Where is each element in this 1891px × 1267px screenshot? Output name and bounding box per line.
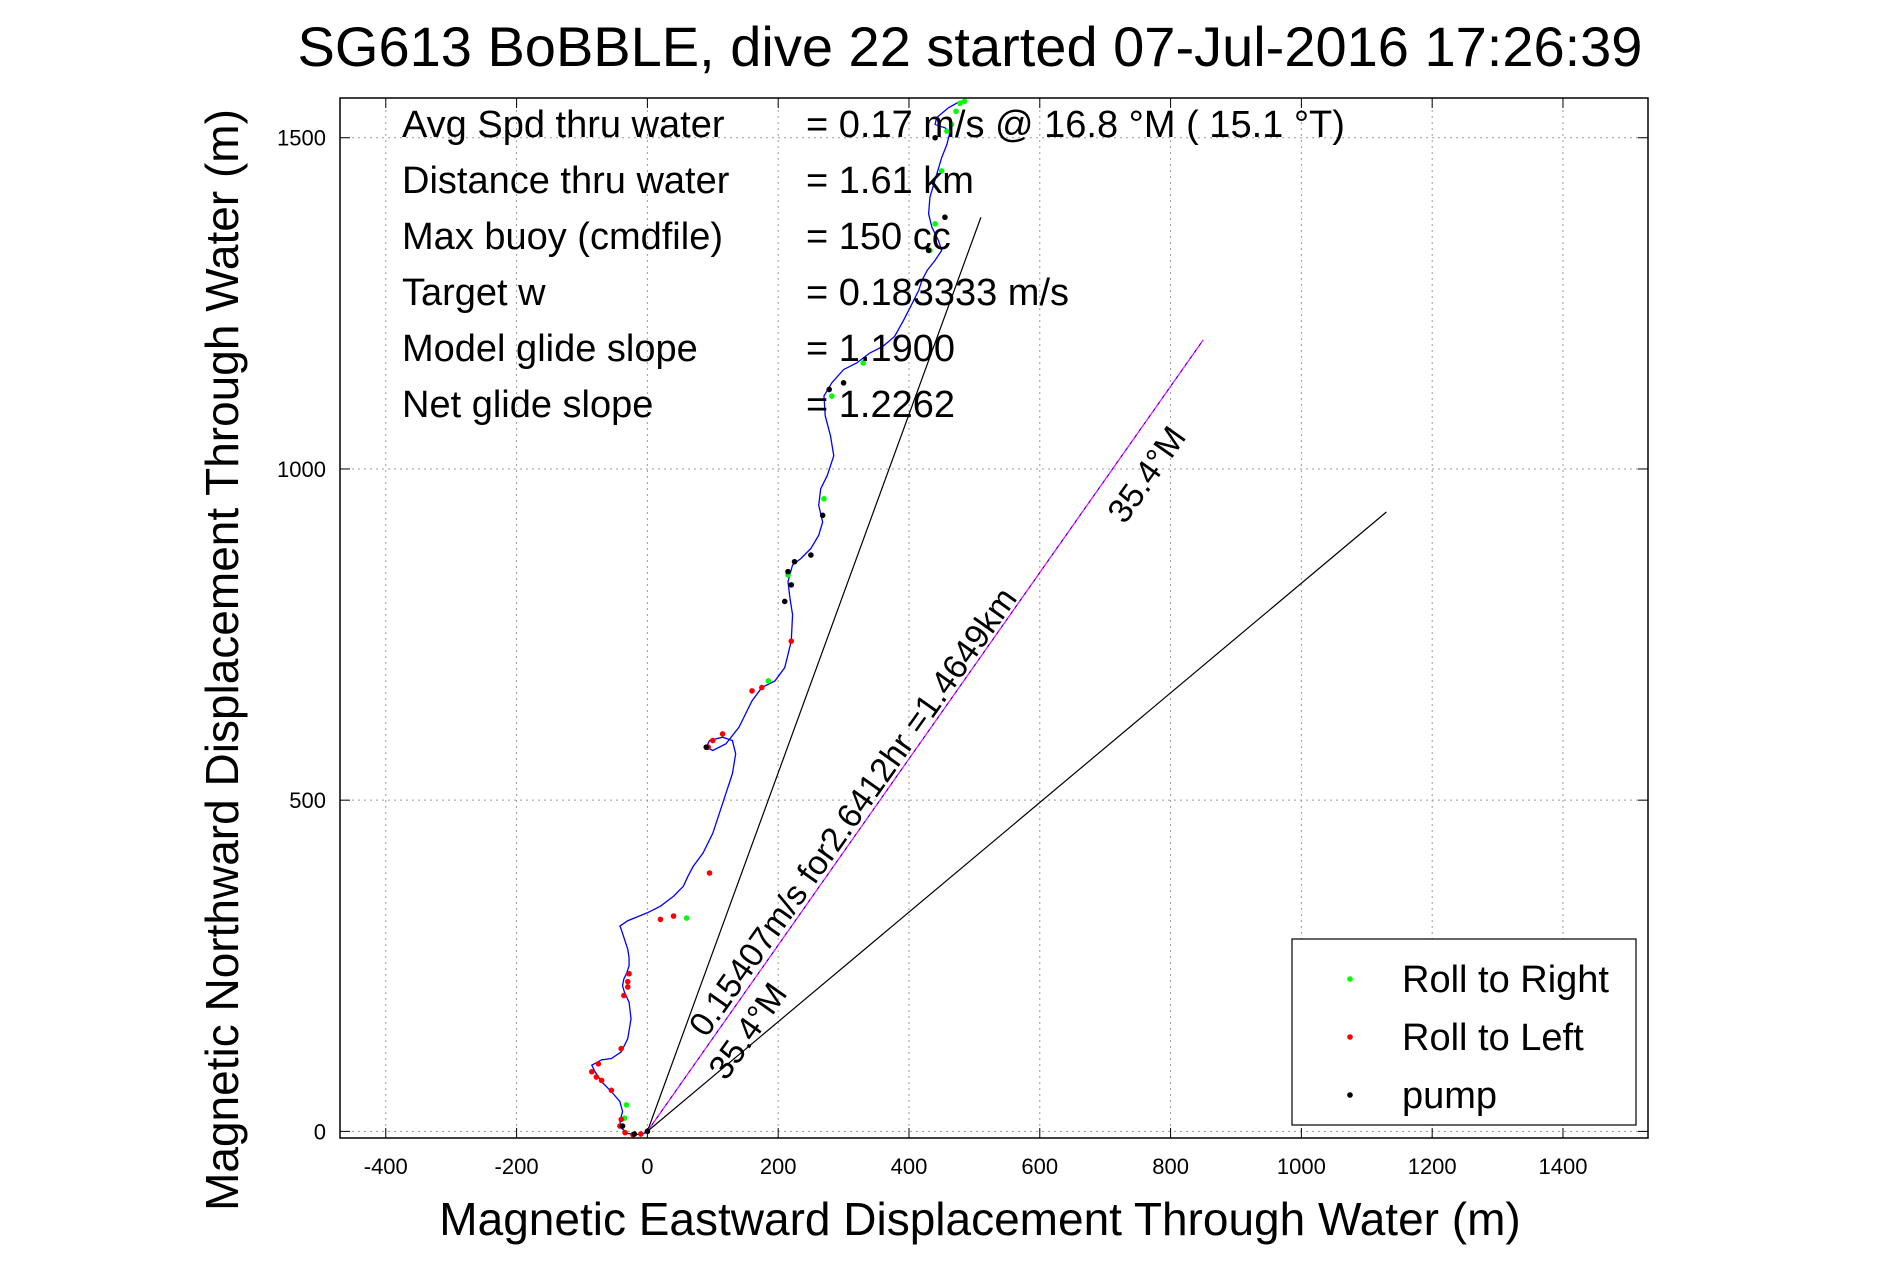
track-line — [590, 100, 965, 1136]
roll-to-left-point — [709, 737, 716, 744]
roll-to-left-point — [588, 1068, 595, 1075]
info-label: Net glide slope — [402, 384, 653, 426]
legend-label-roll-to-right: Roll to Right — [1402, 959, 1609, 1001]
info-value: = 0.17 m/s @ 16.8 °M ( 15.1 °T) — [806, 104, 1345, 146]
roll-to-right-point — [948, 121, 955, 128]
roll-to-left-point — [719, 731, 726, 737]
roll-to-right-point — [961, 98, 968, 105]
annotation-1: 0.15407m/s for2.6412hr =1.4649km — [682, 581, 1025, 1043]
roll-to-left-point — [621, 992, 627, 999]
annotation-layer: 0.15407m/s for2.6412hr =1.4649km35.4°M35… — [682, 420, 1194, 1087]
roll-to-left-point — [626, 970, 632, 977]
pump-point — [631, 1131, 638, 1137]
pump-point — [942, 214, 948, 221]
roll-to-left-point — [638, 1131, 644, 1137]
info-value: = 1.61 km — [806, 160, 974, 202]
info-value: = 1.2262 — [806, 384, 955, 426]
roll-to-left-point — [608, 1087, 615, 1094]
reference-line-1 — [646, 217, 982, 1132]
info-value: = 1.1900 — [806, 328, 955, 370]
x-tick-label: 1000 — [1277, 1154, 1326, 1179]
x-tick-label: 1400 — [1539, 1154, 1588, 1179]
plot-frame — [339, 97, 1649, 1139]
pump-point — [925, 247, 932, 254]
pump-point — [932, 134, 938, 141]
y-tick-label: 500 — [289, 788, 326, 813]
roll-to-left-point — [759, 684, 765, 691]
roll-to-left-point — [595, 1061, 602, 1067]
annotation-2: 35.4°M — [1100, 420, 1193, 530]
pump-point — [840, 380, 847, 386]
tick-layer: -400 -200 0 200 400 600 800 1000 1200 1400 0 500 100… — [277, 98, 1648, 1179]
pump-point — [703, 744, 710, 750]
roll-to-left-point — [670, 913, 677, 919]
roll-to-right-point — [932, 221, 938, 227]
roll-to-left-point — [618, 1116, 625, 1123]
roll-to-right-point — [860, 360, 866, 366]
info-panel: Avg Spd thru water = 0.17 m/s @ 16.8 °M (… — [402, 104, 1345, 426]
roll-to-left-point — [624, 984, 631, 990]
reference-line-2 — [646, 511, 1387, 1132]
roll-to-left-point — [706, 870, 713, 876]
roll-to-left-point — [788, 638, 795, 644]
roll-to-left-point — [622, 1129, 628, 1136]
series-layer — [588, 98, 1387, 1138]
roll-to-left-point — [624, 978, 631, 985]
x-tick-label: 1200 — [1408, 1154, 1457, 1179]
grid-layer — [340, 98, 1648, 1138]
legend-swatch-roll-to-right — [1347, 976, 1353, 982]
roll-to-right-point — [953, 108, 959, 115]
x-tick-label: 400 — [891, 1154, 928, 1179]
info-label: Max buoy (cmdfile) — [402, 216, 723, 258]
info-value: = 150 cc — [806, 216, 951, 258]
x-tick-label: -400 — [364, 1154, 408, 1179]
y-tick-label: 0 — [314, 1119, 326, 1144]
pump-point — [788, 582, 795, 588]
roll-to-right-point — [765, 678, 772, 684]
x-tick-label: 0 — [641, 1154, 653, 1179]
pump-point — [819, 512, 826, 519]
legend-swatch-pump — [1347, 1092, 1353, 1098]
x-tick-label: 600 — [1021, 1154, 1058, 1179]
y-tick-label: 1000 — [277, 457, 326, 482]
info-label: Distance thru water — [402, 160, 730, 202]
roll-to-right-point — [683, 915, 690, 921]
roll-to-left-point — [657, 916, 664, 923]
pump-point — [619, 1123, 626, 1129]
info-label: Target w — [402, 272, 546, 314]
pump-point — [791, 558, 798, 565]
legend: Roll to Right Roll to Left pump — [1291, 938, 1637, 1126]
x-tick-label: 800 — [1152, 1154, 1189, 1179]
info-label: Avg Spd thru water — [402, 104, 725, 146]
pump-point — [781, 598, 788, 605]
info-value: = 0.183333 m/s — [806, 272, 1069, 314]
roll-to-left-point — [598, 1077, 605, 1084]
pump-point — [826, 386, 832, 393]
pump-point — [808, 552, 814, 558]
roll-to-right-point — [957, 100, 963, 107]
roll-to-right-point — [623, 1102, 630, 1108]
chart-title: SG613 BoBBLE, dive 22 started 07-Jul-201… — [298, 15, 1643, 78]
info-label: Model glide slope — [402, 328, 698, 370]
y-tick-label: 1500 — [277, 126, 326, 151]
x-axis-label: Magnetic Eastward Displacement Through W… — [439, 1193, 1520, 1245]
x-tick-label: 200 — [760, 1154, 797, 1179]
roll-to-left-point — [593, 1074, 600, 1080]
legend-label-roll-to-left: Roll to Left — [1402, 1017, 1584, 1059]
roll-to-right-point — [821, 495, 827, 502]
roll-to-left-point — [749, 688, 755, 694]
roll-to-right-point — [829, 393, 835, 399]
x-tick-label: -200 — [495, 1154, 539, 1179]
legend-swatch-roll-to-left — [1347, 1034, 1353, 1040]
pump-point — [785, 568, 791, 575]
roll-to-left-point — [618, 1045, 625, 1052]
y-axis-label: Magnetic Northward Displacement Through … — [196, 109, 248, 1211]
roll-to-right-point — [938, 168, 945, 174]
legend-label-pump: pump — [1402, 1075, 1497, 1117]
roll-to-right-point — [944, 128, 950, 134]
reference-line-4 — [646, 339, 1204, 1132]
